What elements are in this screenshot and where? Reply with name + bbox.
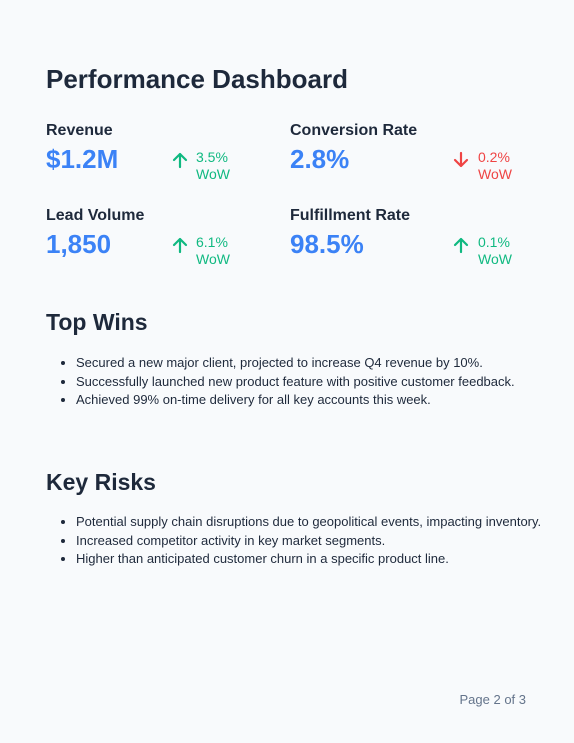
change-value: 3.5% — [196, 149, 228, 165]
metric-revenue: Revenue $1.2M 3.5% WoW — [46, 122, 276, 192]
list-item: Increased competitor activity in key mar… — [76, 532, 546, 551]
list-item: Successfully launched new product featur… — [76, 373, 546, 392]
metric-change: 3.5% WoW — [196, 149, 230, 183]
change-value: 0.1% — [478, 234, 510, 250]
metric-change: 0.1% WoW — [478, 234, 512, 268]
change-period: WoW — [196, 166, 230, 182]
metric-value: 98.5% — [290, 229, 364, 259]
arrow-up-icon — [172, 237, 188, 254]
key-risks-list: Potential supply chain disruptions due t… — [46, 513, 546, 569]
metric-label: Conversion Rate — [290, 122, 418, 139]
section-title-top-wins: Top Wins — [46, 309, 148, 335]
metric-fulfillment-rate: Fulfillment Rate 98.5% 0.1% WoW — [290, 207, 520, 277]
metric-label: Fulfillment Rate — [290, 207, 411, 224]
list-item: Secured a new major client, projected to… — [76, 354, 546, 373]
list-item: Higher than anticipated customer churn i… — [76, 550, 546, 569]
change-period: WoW — [478, 251, 512, 267]
metric-value: $1.2M — [46, 144, 119, 174]
metric-value: 2.8% — [290, 144, 350, 174]
metric-change: 6.1% WoW — [196, 234, 230, 268]
page-title: Performance Dashboard — [46, 64, 348, 94]
page-number: Page 2 of 3 — [459, 692, 527, 707]
metrics-grid: Revenue $1.2M 3.5% WoW Conversion Rate 2… — [46, 122, 530, 272]
arrow-up-icon — [172, 152, 188, 169]
change-value: 6.1% — [196, 234, 228, 250]
change-period: WoW — [478, 166, 512, 182]
metric-value: 1,850 — [46, 229, 112, 259]
metric-label: Revenue — [46, 122, 113, 139]
list-item: Achieved 99% on-time delivery for all ke… — [76, 391, 546, 410]
arrow-down-icon — [453, 151, 469, 168]
change-period: WoW — [196, 251, 230, 267]
arrow-up-icon — [453, 237, 469, 254]
list-item: Potential supply chain disruptions due t… — [76, 513, 546, 532]
metric-conversion-rate: Conversion Rate 2.8% 0.2% WoW — [290, 122, 520, 192]
metric-change: 0.2% WoW — [478, 149, 512, 183]
top-wins-list: Secured a new major client, projected to… — [46, 354, 546, 410]
change-value: 0.2% — [478, 149, 510, 165]
section-title-key-risks: Key Risks — [46, 469, 156, 495]
metric-label: Lead Volume — [46, 207, 145, 224]
metric-lead-volume: Lead Volume 1,850 6.1% WoW — [46, 207, 276, 277]
